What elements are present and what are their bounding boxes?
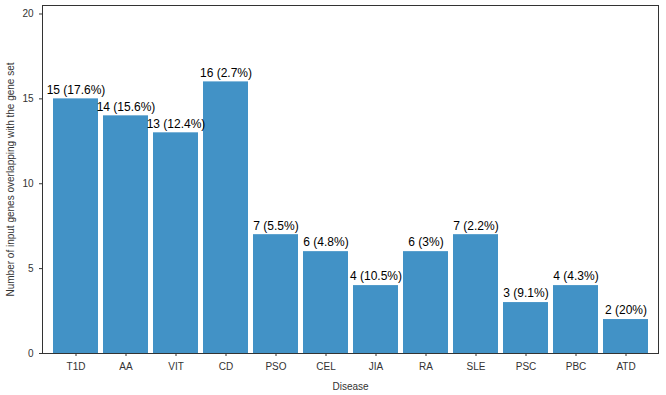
svg-text:PBC: PBC xyxy=(566,361,587,372)
svg-text:RA: RA xyxy=(419,361,433,372)
svg-text:SLE: SLE xyxy=(467,361,486,372)
svg-text:0: 0 xyxy=(28,348,34,359)
svg-text:VIT: VIT xyxy=(168,361,184,372)
svg-text:15 (17.6%): 15 (17.6%) xyxy=(47,83,106,97)
svg-text:CD: CD xyxy=(219,361,233,372)
svg-text:2 (20%): 2 (20%) xyxy=(605,303,647,317)
svg-text:6 (3%): 6 (3%) xyxy=(408,235,443,249)
svg-text:16 (2.7%): 16 (2.7%) xyxy=(200,66,252,80)
svg-text:7 (2.2%): 7 (2.2%) xyxy=(453,219,498,233)
svg-text:10: 10 xyxy=(22,178,34,189)
svg-text:4 (4.3%): 4 (4.3%) xyxy=(553,269,598,283)
svg-text:15: 15 xyxy=(22,93,34,104)
svg-text:JIA: JIA xyxy=(369,361,384,372)
svg-text:7 (5.5%): 7 (5.5%) xyxy=(253,219,298,233)
svg-text:5: 5 xyxy=(28,263,34,274)
svg-text:3 (9.1%): 3 (9.1%) xyxy=(503,286,548,300)
svg-text:T1D: T1D xyxy=(67,361,86,372)
svg-text:ATD: ATD xyxy=(616,361,635,372)
svg-text:PSC: PSC xyxy=(516,361,537,372)
svg-text:PSO: PSO xyxy=(265,361,286,372)
svg-text:6 (4.8%): 6 (4.8%) xyxy=(303,235,348,249)
svg-text:Disease: Disease xyxy=(332,381,369,392)
svg-text:Number of input genes overlapp: Number of input genes overlapping with t… xyxy=(5,62,16,296)
svg-text:4 (10.5%): 4 (10.5%) xyxy=(350,269,402,283)
svg-text:20: 20 xyxy=(22,8,34,19)
svg-text:14 (15.6%): 14 (15.6%) xyxy=(97,100,156,114)
svg-text:CEL: CEL xyxy=(316,361,336,372)
svg-text:13 (12.4%): 13 (12.4%) xyxy=(147,117,206,131)
svg-text:AA: AA xyxy=(119,361,133,372)
